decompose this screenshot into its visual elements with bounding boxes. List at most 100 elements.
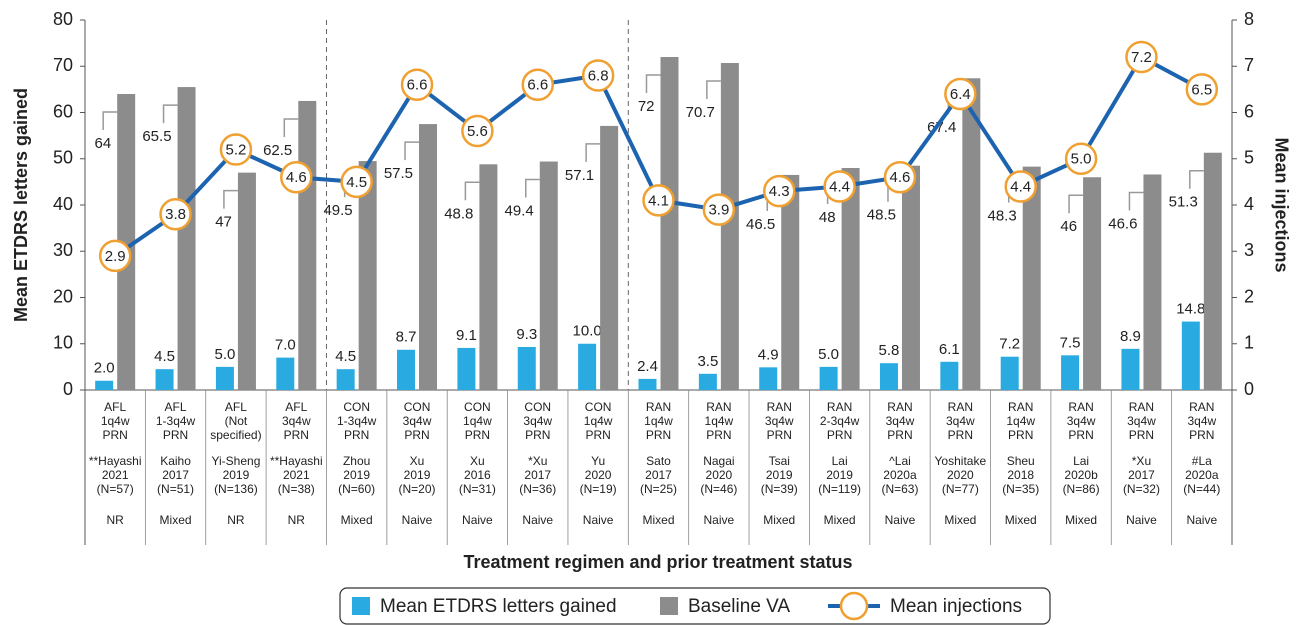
status-label: Naive — [583, 513, 614, 527]
study-label: (N=39) — [761, 482, 798, 496]
bar — [1083, 177, 1102, 390]
study-label: 2020 — [585, 468, 612, 482]
value-label: 6.1 — [939, 341, 960, 358]
value-label: 70.7 — [686, 104, 715, 121]
study-label: (N=36) — [519, 482, 556, 496]
study-label: Zhou — [343, 454, 370, 468]
study-label: (N=31) — [459, 482, 496, 496]
value-label: 7.2 — [1131, 49, 1152, 66]
label-bracket — [706, 80, 721, 100]
study-label: (N=46) — [700, 482, 737, 496]
status-label: NR — [288, 513, 306, 527]
y2-tick-label: 2 — [1244, 286, 1254, 306]
marker — [461, 114, 494, 148]
bar — [298, 100, 317, 390]
marker — [883, 161, 917, 194]
study-label: 2016 — [464, 468, 491, 482]
x-tick-label: PRN — [284, 428, 309, 442]
value-label: 48.5 — [867, 207, 896, 224]
x-tick-label: PRN — [887, 428, 912, 442]
study-label: Yi-Sheng — [211, 454, 260, 468]
study-label: (N=136) — [214, 482, 258, 496]
label-bracket — [404, 141, 420, 161]
status-label: Naive — [402, 513, 433, 527]
study-label: 2017 — [645, 468, 672, 482]
value-label: 72 — [638, 98, 655, 115]
label-bracket — [223, 189, 238, 209]
value-label: 46.5 — [746, 216, 775, 233]
value-label: 4.5 — [154, 348, 175, 365]
y2-tick-label: 1 — [1244, 333, 1254, 353]
value-label: 2.4 — [637, 358, 658, 375]
bar — [117, 94, 136, 390]
bar — [1143, 174, 1162, 390]
x-tick-label: 3q4w — [1187, 414, 1216, 428]
study-label: **Hayashi — [89, 454, 142, 468]
marker — [340, 165, 373, 199]
bar — [1181, 321, 1200, 390]
legend-label: Mean injections — [890, 596, 1022, 617]
bar — [940, 361, 959, 390]
x-axis-title: Treatment regimen and prior treatment st… — [463, 552, 852, 572]
value-label: 6.4 — [950, 86, 971, 103]
study-label: (N=86) — [1063, 482, 1100, 496]
value-label: 46.6 — [1108, 215, 1137, 232]
study-label: Kaiho — [160, 454, 191, 468]
x-tick-label: PRN — [767, 428, 792, 442]
label-bracket — [464, 181, 480, 201]
value-label: 4.6 — [890, 169, 911, 186]
value-label: 48.3 — [988, 208, 1017, 225]
bar — [660, 57, 679, 390]
value-label: 49.5 — [323, 202, 352, 219]
status-label: Naive — [885, 513, 916, 527]
study-label: Xu — [410, 454, 425, 468]
bar — [578, 343, 597, 390]
label-bracket — [1189, 169, 1204, 189]
marker — [642, 184, 675, 217]
study-label: Yoshitake — [935, 454, 987, 468]
x-tick-label: RAN — [948, 400, 973, 414]
value-label: 6.6 — [407, 77, 428, 94]
x-tick-label: 1q4w — [1006, 414, 1035, 428]
x-tick-label: 3q4w — [403, 414, 432, 428]
study-label: 2018 — [1007, 468, 1034, 482]
value-label: 57.1 — [565, 167, 594, 184]
x-tick-label: RAN — [827, 400, 852, 414]
value-label: 8.9 — [1120, 328, 1141, 345]
label-bracket — [1068, 194, 1084, 214]
value-label: 4.5 — [346, 174, 367, 191]
y2-tick-label: 6 — [1244, 101, 1254, 121]
y-tick-label: 60 — [53, 101, 73, 121]
x-tick-label: 1q4w — [584, 414, 613, 428]
value-label: 4.4 — [829, 178, 850, 195]
study-label: Lai — [832, 454, 848, 468]
value-label: 4.4 — [1010, 178, 1031, 195]
study-label: 2019 — [223, 468, 250, 482]
bar — [781, 174, 800, 390]
value-label: 5.2 — [225, 141, 246, 158]
x-tick-label: CON — [585, 400, 612, 414]
y-tick-label: 80 — [53, 9, 73, 29]
marker — [159, 198, 192, 231]
label-bracket — [283, 118, 299, 137]
value-label: 65.5 — [142, 128, 171, 145]
y-tick-label: 70 — [53, 55, 73, 75]
value-label: 10.0 — [573, 323, 602, 340]
study-label: 2021 — [283, 468, 310, 482]
bar — [1203, 152, 1222, 390]
y-axis-title: Mean ETDRS letters gained — [11, 88, 31, 322]
bar — [479, 164, 498, 390]
study-label: *Xu — [1132, 454, 1151, 468]
y-tick-label: 10 — [53, 333, 73, 353]
study-label: (N=60) — [338, 482, 375, 496]
label-bracket — [1128, 191, 1144, 211]
x-tick-label: PRN — [1008, 428, 1033, 442]
x-tick-label: RAN — [767, 400, 792, 414]
study-label: 2017 — [162, 468, 189, 482]
x-tick-label: 3q4w — [765, 414, 794, 428]
study-label: (N=38) — [278, 482, 315, 496]
y-tick-label: 20 — [53, 286, 73, 306]
y2-tick-label: 3 — [1244, 240, 1254, 260]
study-label: Nagai — [703, 454, 734, 468]
bar — [155, 369, 174, 390]
